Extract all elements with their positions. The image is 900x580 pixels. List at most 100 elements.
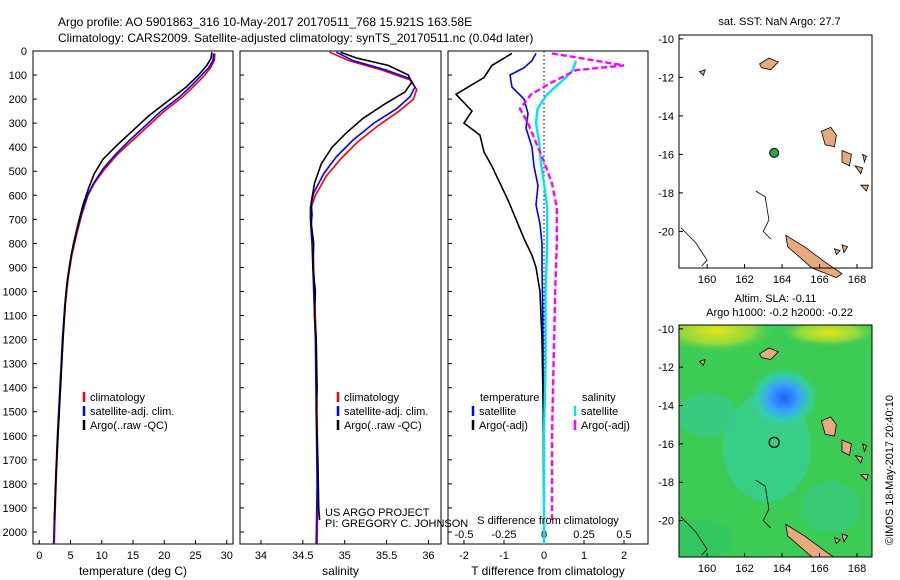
difference-frame: [447, 50, 649, 545]
tdiff-x-tick-label: 2: [621, 550, 627, 562]
temperature-xlabel: temperature (deg C): [79, 564, 187, 578]
depth-tick-label: 700: [9, 214, 27, 226]
sla-map-frame: [678, 324, 873, 558]
sst-map-y-tick-label: -16: [658, 149, 674, 161]
header-line2: Climatology: CARS2009. Satellite-adjuste…: [58, 31, 533, 45]
sla-map-lifou: [841, 533, 849, 543]
depth-tick-label: 800: [9, 238, 27, 250]
depth-tick-label: 500: [9, 166, 27, 178]
sst-map-x-tick-label: 162: [735, 274, 753, 286]
legend-label: satellite: [581, 406, 618, 418]
depth-tick-label: 200: [9, 94, 27, 106]
sla-map-x-tick-label: 162: [735, 563, 753, 575]
sla-map-reef-outline-west: [680, 516, 708, 556]
temperature-x-tick-label: 0: [36, 550, 42, 562]
depth-tick-label: 1500: [3, 407, 27, 419]
sst-map-y-tick-label: -12: [658, 72, 674, 84]
sla-map-title2: Argo h1000: -0.2 h2000: -0.22: [706, 307, 853, 319]
depth-tick-label: 1400: [3, 383, 27, 395]
depth-tick-label: 0: [21, 46, 27, 58]
sst-map-reef-outline-central: [755, 190, 772, 240]
depth-tick-label: 900: [9, 262, 27, 274]
temperature-x-tick-label: 30: [221, 550, 233, 562]
depth-tick-label: 400: [9, 142, 27, 154]
sla-map-epi: [854, 454, 864, 464]
sdiff-tick-label: -0.5: [455, 529, 474, 541]
depth-tick-label: 1100: [3, 311, 27, 323]
sla-low-west: [679, 393, 738, 438]
legend-label: climatology: [344, 392, 400, 404]
depth-tick-label: 1000: [3, 286, 27, 298]
sdiff-tick-label: 0.5: [616, 529, 631, 541]
sla-low-eddy: [749, 367, 818, 428]
sla-map-mare: [833, 537, 841, 545]
temperature-panel: 0100200300400500600700800900100011001200…: [3, 46, 234, 578]
credit-label: ©IMOS 18-May-2017 20:40:10: [884, 395, 896, 545]
difference-series-1: [454, 52, 545, 521]
legend-label: Argo(..raw -QC): [344, 420, 422, 432]
sst-map-panel: 160 162 164 166 168 -10 -12 -14 -16 -18 -20 sat. SS…: [658, 16, 873, 286]
sla-map-islet: [698, 358, 706, 367]
sst-map-y-tick-label: -14: [658, 111, 674, 123]
difference-xlabel2: S difference from climatology: [477, 515, 619, 527]
sst-map-rennell-island: [759, 57, 779, 71]
sla-map-x-tick-label: 160: [698, 563, 716, 575]
temperature-x-tick-label: 15: [127, 550, 139, 562]
project-label: US ARGO PROJECT: [325, 507, 430, 519]
argo-position-marker: [769, 147, 780, 158]
sla-base-field: [679, 325, 872, 557]
tdiff-x-tick-label: 1: [581, 550, 587, 562]
tdiff-x-tick-label: -1: [499, 550, 509, 562]
sla-map-y-tick-label: -12: [658, 362, 674, 374]
sdiff-tick-label: 0.25: [573, 529, 594, 541]
difference-xlabel: T difference from climatology: [471, 564, 625, 578]
depth-tick-label: 1300: [3, 359, 27, 371]
sst-map-y-tick-label: -10: [658, 34, 674, 46]
sla-map-espiritu-santo: [820, 416, 837, 437]
sst-map-islet: [698, 69, 706, 77]
salinity-xlabel: salinity: [322, 564, 359, 578]
legend-label: satellite: [479, 406, 516, 418]
tdiff-x-tick-label: 0: [541, 550, 547, 562]
sst-map-lifou: [841, 244, 849, 254]
sla-map-title1: Altim. SLA: -0.11: [735, 293, 817, 305]
sst-map-x-tick-label: 166: [810, 274, 828, 286]
salinity-panel: 34 34.5 35 35.5 36 climatology satellite-adj. …: [239, 50, 442, 578]
tdiff-x-tick-label: -2: [459, 550, 469, 562]
depth-tick-label: 1700: [3, 455, 27, 467]
depth-tick-label: 1200: [3, 335, 27, 347]
temperature-x-tick-label: 25: [189, 550, 201, 562]
difference-series-0: [509, 53, 545, 545]
depth-tick-label: 1800: [3, 479, 27, 491]
depth-tick-label: 100: [9, 70, 27, 82]
sla-map-x-tick-label: 166: [810, 563, 828, 575]
salinity-x-tick-label: 35.5: [376, 550, 397, 562]
sla-map-y-tick-label: -18: [658, 477, 674, 489]
depth-tick-label: 2000: [3, 527, 27, 539]
salinity-x-tick-label: 36: [422, 550, 434, 562]
difference-series-3: [518, 52, 625, 520]
legend-label: Argo(-adj): [581, 420, 630, 432]
sst-map-frame: [678, 34, 873, 269]
argo-position-marker: [768, 436, 780, 448]
sla-field: [679, 325, 872, 557]
sla-map-y-tick-label: -20: [658, 516, 674, 528]
salinity-frame: [239, 50, 442, 545]
legend-label: Argo(-adj): [479, 420, 528, 432]
sla-map-x-tick-label: 168: [848, 563, 866, 575]
sla-map-ambrym: [862, 443, 867, 453]
sst-map-x-tick-label: 168: [848, 274, 866, 286]
sla-low-southeast: [800, 481, 861, 534]
salinity-x-tick-label: 34: [255, 550, 267, 562]
legend-label: climatology: [90, 392, 146, 404]
temperature-x-tick-label: 10: [96, 550, 108, 562]
sst-map-mare: [833, 248, 841, 256]
sla-high-north: [679, 325, 777, 353]
sst-map-x-tick-label: 160: [698, 274, 716, 286]
sdiff-tick-label: -0.25: [491, 529, 516, 541]
sla-map-efate: [859, 474, 869, 482]
sst-map-y-tick-label: -18: [658, 188, 674, 200]
salinity-x-tick-label: 35: [339, 550, 351, 562]
